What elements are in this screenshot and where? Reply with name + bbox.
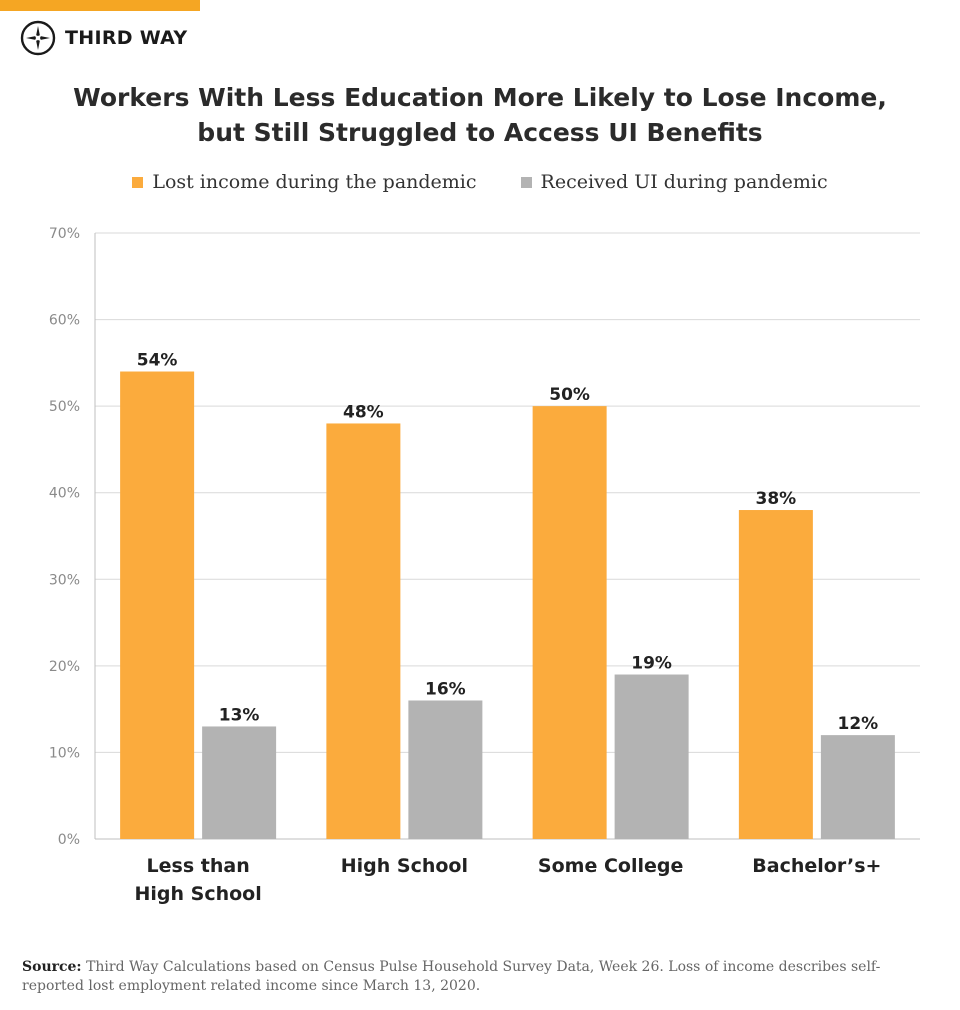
source-note: Source: Third Way Calculations based on … [22, 958, 922, 996]
data-label-received-ui: 16% [425, 679, 466, 699]
legend-swatch-received-ui [520, 176, 532, 188]
legend-label-received-ui: Received UI during pandemic [540, 171, 828, 193]
bar-received-ui [408, 700, 483, 839]
y-tick-label: 30% [49, 572, 80, 588]
chart-title-line-2: but Still Struggled to Access UI Benefit… [197, 118, 763, 147]
bar-lost-income [120, 371, 195, 839]
legend-swatch-lost-income [132, 176, 144, 188]
bar-chart: 0% 10% 20% 30% 40% 50% 60% 70% 54% 13% Less than Hi… [49, 226, 920, 905]
legend-label-lost-income: Lost income during the pandemic [152, 171, 477, 193]
chart-title: Workers With Less Education More Likely … [0, 80, 960, 150]
source-text: Third Way Calculations based on Census P… [22, 959, 881, 994]
bar-lost-income [532, 406, 607, 839]
chart-title-line-1: Workers With Less Education More Likely … [73, 83, 887, 112]
top-accent-bar [0, 0, 200, 11]
chart-legend: Lost income during the pandemic Received… [0, 171, 960, 193]
brand-logo: THIRD WAY [20, 20, 187, 56]
legend-item-lost-income: Lost income during the pandemic [132, 171, 477, 193]
y-tick-label: 10% [49, 745, 80, 761]
data-label-lost-income: 54% [137, 351, 178, 371]
legend-item-received-ui: Received UI during pandemic [520, 171, 828, 193]
source-label: Source: [22, 959, 82, 975]
y-tick-label: 70% [49, 226, 80, 242]
bar-received-ui [614, 674, 689, 839]
bar-received-ui [202, 726, 277, 839]
data-label-lost-income: 38% [756, 489, 797, 509]
data-label-lost-income: 48% [343, 402, 384, 422]
bar-lost-income [738, 510, 813, 839]
y-tick-label: 50% [49, 399, 80, 415]
data-label-received-ui: 19% [631, 654, 672, 674]
x-category-label: Bachelor’s+ [752, 855, 881, 877]
y-tick-label: 40% [49, 486, 80, 502]
bar-lost-income [326, 423, 401, 839]
data-label-received-ui: 12% [838, 714, 879, 734]
data-label-lost-income: 50% [549, 385, 590, 405]
x-category-label: Some College [538, 855, 683, 877]
compass-star-icon [20, 20, 56, 56]
y-tick-label: 20% [49, 659, 80, 675]
data-label-received-ui: 13% [219, 705, 260, 725]
x-category-label: High School [135, 883, 262, 905]
y-tick-label: 60% [49, 313, 80, 329]
bar-received-ui [820, 735, 895, 839]
x-category-label: High School [341, 855, 468, 877]
y-tick-label: 0% [58, 832, 80, 848]
brand-name: THIRD WAY [65, 27, 188, 49]
x-category-label: Less than [147, 855, 250, 877]
